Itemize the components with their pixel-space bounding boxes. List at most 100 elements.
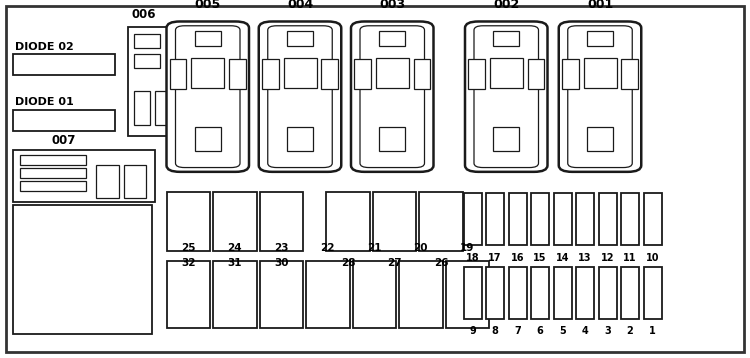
Bar <box>326 192 370 251</box>
Bar <box>128 27 199 136</box>
Text: 31: 31 <box>227 258 242 268</box>
Bar <box>586 127 613 151</box>
Bar <box>486 193 504 245</box>
Text: 16: 16 <box>511 253 524 263</box>
Text: 004: 004 <box>286 0 314 11</box>
FancyBboxPatch shape <box>176 26 240 168</box>
Bar <box>322 59 338 89</box>
Bar <box>554 193 572 245</box>
Bar <box>13 150 154 202</box>
Bar <box>586 30 613 45</box>
Bar <box>166 34 193 48</box>
Text: 32: 32 <box>181 258 196 268</box>
Text: 005: 005 <box>195 0 221 11</box>
Bar <box>493 30 520 45</box>
Text: 21: 21 <box>367 243 382 253</box>
Bar <box>376 58 409 88</box>
Bar <box>509 267 526 319</box>
Bar <box>446 261 489 328</box>
Bar <box>284 58 316 88</box>
Text: 25: 25 <box>181 243 196 253</box>
Bar <box>20 181 86 191</box>
Text: 24: 24 <box>227 243 242 253</box>
Bar <box>576 267 594 319</box>
Text: 9: 9 <box>470 326 476 337</box>
Bar <box>166 192 210 251</box>
Text: 20: 20 <box>413 243 428 253</box>
FancyBboxPatch shape <box>259 21 341 172</box>
Text: 3: 3 <box>604 326 610 337</box>
FancyBboxPatch shape <box>166 21 249 172</box>
Bar <box>286 30 314 45</box>
Text: DIODE 02: DIODE 02 <box>15 42 74 52</box>
Bar <box>354 59 370 89</box>
Bar <box>554 267 572 319</box>
Bar <box>13 110 115 131</box>
Bar <box>96 165 118 198</box>
Bar <box>644 193 662 245</box>
Bar <box>598 193 616 245</box>
FancyBboxPatch shape <box>351 21 433 172</box>
Bar <box>20 155 86 165</box>
Bar <box>306 261 350 328</box>
Text: 6: 6 <box>537 326 543 337</box>
Text: 001: 001 <box>586 0 613 11</box>
Bar <box>464 267 482 319</box>
Text: 5: 5 <box>559 326 566 337</box>
FancyBboxPatch shape <box>559 21 641 172</box>
Bar <box>13 205 152 334</box>
Bar <box>260 261 303 328</box>
Bar <box>230 59 246 89</box>
Bar <box>468 59 484 89</box>
Bar <box>486 267 504 319</box>
Bar <box>191 58 224 88</box>
Bar <box>134 91 150 125</box>
FancyBboxPatch shape <box>474 26 538 168</box>
Bar <box>155 91 172 125</box>
Text: 30: 30 <box>274 258 289 268</box>
Text: 12: 12 <box>601 253 614 263</box>
Text: 28: 28 <box>340 258 356 268</box>
Text: 007: 007 <box>51 134 75 147</box>
Bar <box>531 267 549 319</box>
Bar <box>134 34 160 48</box>
Bar <box>562 59 578 89</box>
Text: DIODE 01: DIODE 01 <box>15 97 74 107</box>
Bar <box>260 192 303 251</box>
Bar <box>213 192 256 251</box>
Bar <box>124 165 146 198</box>
Bar <box>373 192 416 251</box>
Bar <box>414 59 430 89</box>
Bar <box>194 127 221 151</box>
Bar <box>170 59 186 89</box>
Text: 23: 23 <box>274 243 289 253</box>
FancyBboxPatch shape <box>465 21 548 172</box>
Bar <box>352 261 396 328</box>
Text: 7: 7 <box>514 326 520 337</box>
Bar <box>576 193 594 245</box>
Text: 26: 26 <box>433 258 448 268</box>
Bar <box>528 59 544 89</box>
Text: 11: 11 <box>623 253 637 263</box>
FancyBboxPatch shape <box>360 26 424 168</box>
Bar <box>490 58 523 88</box>
Text: 13: 13 <box>578 253 592 263</box>
Bar <box>621 267 639 319</box>
Bar <box>509 193 526 245</box>
Bar <box>464 193 482 245</box>
FancyBboxPatch shape <box>268 26 332 168</box>
Text: 003: 003 <box>380 0 405 11</box>
Bar <box>194 30 221 45</box>
Bar <box>134 54 160 68</box>
Text: 8: 8 <box>491 326 499 337</box>
Text: 18: 18 <box>466 253 479 263</box>
Text: 4: 4 <box>582 326 588 337</box>
Bar <box>262 59 278 89</box>
Bar <box>213 261 256 328</box>
Bar <box>379 30 406 45</box>
Bar <box>419 192 463 251</box>
Text: 1: 1 <box>649 326 656 337</box>
Bar <box>399 261 442 328</box>
Text: 22: 22 <box>320 243 335 253</box>
Text: 17: 17 <box>488 253 502 263</box>
